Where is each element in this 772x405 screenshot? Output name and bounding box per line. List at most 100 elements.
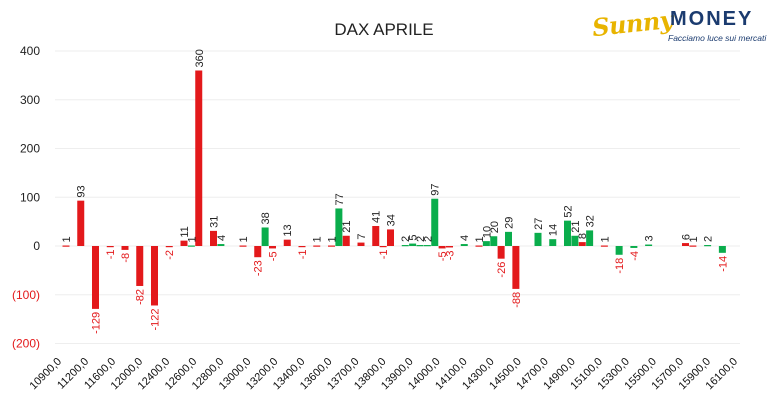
data-label: 3: [644, 235, 656, 241]
bar: [151, 246, 158, 306]
bar: [335, 208, 343, 246]
x-axis-ticks: 10900,011200,011600,012000,012400,012600…: [28, 356, 741, 393]
bar: [446, 246, 453, 248]
bar: [512, 246, 520, 289]
data-label: 1: [599, 236, 611, 242]
data-label: 14: [548, 224, 560, 236]
bar: [460, 244, 468, 246]
bar: [387, 229, 394, 246]
data-label: 52: [563, 205, 575, 217]
data-label: -1: [105, 249, 117, 259]
data-label: 11: [179, 226, 191, 237]
y-tick-label: 0: [33, 239, 40, 253]
bar: [586, 230, 594, 246]
data-label: -82: [135, 289, 147, 305]
bar: [180, 240, 188, 246]
bar: [630, 246, 638, 248]
data-label: 1: [688, 236, 700, 242]
data-label: 2: [703, 236, 715, 242]
bar: [718, 246, 726, 253]
data-label: -5: [437, 251, 449, 261]
bar: [136, 246, 144, 286]
y-tick-label: (100): [12, 288, 40, 302]
y-tick-label: 100: [20, 190, 40, 204]
y-tick-label: (200): [12, 337, 40, 351]
bar: [615, 246, 623, 255]
bar: [600, 245, 608, 247]
bar: [505, 231, 512, 246]
data-label: 10: [481, 226, 493, 238]
bar: [342, 235, 350, 246]
data-label: 21: [341, 221, 353, 233]
bar: [682, 243, 689, 246]
y-axis-ticks: 400 300 200 100 0 (100) (200): [12, 44, 40, 351]
chart-title: DAX APRILE: [334, 20, 433, 39]
bar: [313, 245, 321, 247]
logo-tagline: Facciamo luce sui mercati: [668, 33, 767, 43]
bar: [564, 220, 571, 246]
data-label: 1: [474, 236, 486, 242]
bar: [401, 245, 409, 247]
data-label: -14: [717, 256, 729, 272]
bar: [409, 243, 417, 246]
data-label: 1: [61, 236, 73, 242]
bar: [261, 227, 269, 246]
bar: [165, 246, 173, 248]
data-label: 93: [76, 185, 88, 197]
bar: [482, 241, 490, 246]
bar: [372, 226, 380, 246]
data-label: 2: [415, 236, 427, 242]
bar: [298, 246, 306, 248]
bar: [490, 236, 498, 246]
bar: [92, 246, 99, 309]
bar: [431, 198, 439, 246]
bars: [62, 70, 726, 309]
bar: [217, 244, 225, 246]
data-label: -23: [253, 260, 265, 276]
bar: [578, 242, 586, 246]
data-label: -3: [445, 250, 457, 260]
data-label: 4: [216, 235, 228, 241]
bar: [571, 235, 579, 246]
y-tick-label: 400: [20, 44, 40, 58]
bar: [416, 245, 424, 247]
bar: [475, 245, 483, 247]
data-label: -4: [629, 251, 641, 261]
data-label: 20: [489, 221, 501, 233]
bar: [121, 246, 129, 250]
data-label: 41: [371, 211, 383, 223]
data-label: 27: [533, 218, 545, 230]
data-label: 7: [356, 233, 368, 239]
data-label: 5: [408, 234, 420, 240]
bar: [357, 242, 365, 246]
bar: [689, 245, 697, 247]
logo-money-text: MONEY: [670, 8, 754, 30]
bar: [106, 246, 114, 248]
bar: [187, 245, 195, 247]
data-label: -88: [511, 292, 523, 308]
data-label: 97: [430, 183, 442, 195]
bar: [269, 246, 276, 249]
data-label: -129: [91, 312, 103, 334]
data-label: -122: [150, 308, 162, 330]
bar: [379, 246, 387, 248]
bar: [645, 244, 653, 246]
data-label: 8: [577, 233, 589, 239]
data-label: -2: [164, 250, 176, 260]
data-label: 38: [260, 212, 272, 224]
logo-sunny-text: Sunny: [590, 4, 675, 43]
bar: [438, 246, 446, 249]
data-label: 34: [386, 214, 398, 226]
data-label: 1: [238, 236, 250, 242]
data-label: -8: [120, 253, 132, 263]
bar: [77, 200, 85, 246]
data-label: 1: [186, 236, 198, 242]
bar: [210, 230, 217, 246]
data-label: 1: [327, 236, 339, 242]
bar: [239, 245, 247, 247]
data-label: -5: [268, 251, 280, 261]
y-tick-label: 200: [20, 142, 40, 156]
data-label: 1: [312, 236, 324, 242]
